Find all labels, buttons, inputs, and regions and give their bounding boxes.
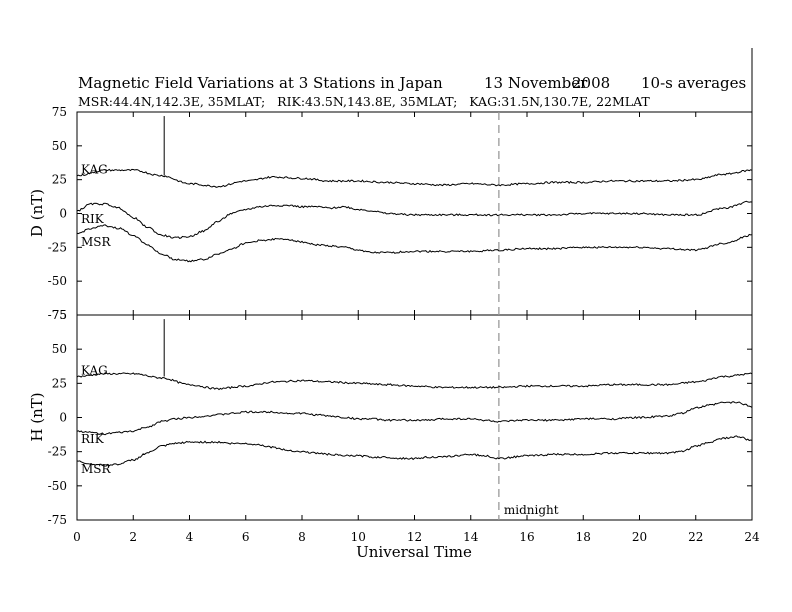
x-tick-label: 4 bbox=[186, 530, 194, 544]
chart-date-day-month: 13 November bbox=[484, 74, 588, 92]
series-line-rik-d bbox=[76, 200, 753, 239]
d-panel-ylabel: D (nT) bbox=[28, 189, 46, 237]
series-label-rik: RIK bbox=[81, 212, 105, 226]
x-tick-label: 8 bbox=[298, 530, 306, 544]
y-tick-label: -50 bbox=[48, 274, 67, 288]
x-tick-label: 0 bbox=[73, 530, 81, 544]
y-tick-label: 50 bbox=[52, 139, 67, 153]
series-label-rik: RIK bbox=[81, 432, 105, 446]
y-tick-label: -25 bbox=[48, 240, 67, 254]
y-tick-label: 0 bbox=[59, 207, 67, 221]
chart-averaging-label: 10-s averages bbox=[641, 74, 746, 92]
h-panel-ylabel: H (nT) bbox=[28, 392, 46, 441]
stations-info-line: MSR:44.4N,142.3E, 35MLAT; RIK:43.5N,143.… bbox=[78, 94, 650, 109]
chart-title: Magnetic Field Variations at 3 Stations … bbox=[78, 74, 443, 92]
y-tick-label: -75 bbox=[48, 308, 67, 322]
x-tick-label: 10 bbox=[351, 530, 366, 544]
x-tick-label: 2 bbox=[129, 530, 137, 544]
series-line-msr-h bbox=[76, 435, 753, 467]
x-axis-label: Universal Time bbox=[356, 543, 472, 561]
y-tick-label: 75 bbox=[52, 105, 67, 119]
axis-ticks-group: 0 2 4 6 8 10 12 14 16 18 20 22 247550250-25-50-75755… bbox=[48, 105, 760, 544]
y-tick-label: 25 bbox=[52, 173, 67, 187]
y-tick-label: 50 bbox=[52, 342, 67, 356]
series-line-msr-d bbox=[76, 224, 753, 263]
x-tick-label: 24 bbox=[744, 530, 760, 544]
y-tick-label: -25 bbox=[48, 445, 67, 459]
x-tick-label: 18 bbox=[576, 530, 591, 544]
chart-date-year: 2008 bbox=[572, 74, 610, 92]
midnight-label: midnight bbox=[504, 503, 559, 517]
x-tick-label: 14 bbox=[463, 530, 479, 544]
series-label-kag: KAG bbox=[81, 364, 108, 378]
series-line-kag-d bbox=[76, 168, 753, 188]
series-line-rik-h bbox=[76, 401, 753, 436]
series-group: KAG RIK MSR KAG RIK MSR bbox=[76, 116, 753, 476]
y-tick-label: -75 bbox=[48, 513, 67, 527]
series-label-kag: KAG bbox=[81, 163, 108, 177]
x-tick-label: 12 bbox=[407, 530, 422, 544]
series-line-kag-h bbox=[76, 372, 753, 391]
y-tick-label: 75 bbox=[52, 308, 67, 322]
x-tick-label: 20 bbox=[632, 530, 647, 544]
y-tick-label: 0 bbox=[59, 411, 67, 425]
series-label-msr: MSR bbox=[81, 462, 112, 476]
y-tick-label: 25 bbox=[52, 376, 67, 390]
series-label-msr: MSR bbox=[81, 235, 112, 249]
x-tick-label: 16 bbox=[519, 530, 534, 544]
x-tick-label: 6 bbox=[242, 530, 250, 544]
y-tick-label: -50 bbox=[48, 479, 67, 493]
x-tick-label: 22 bbox=[688, 530, 703, 544]
